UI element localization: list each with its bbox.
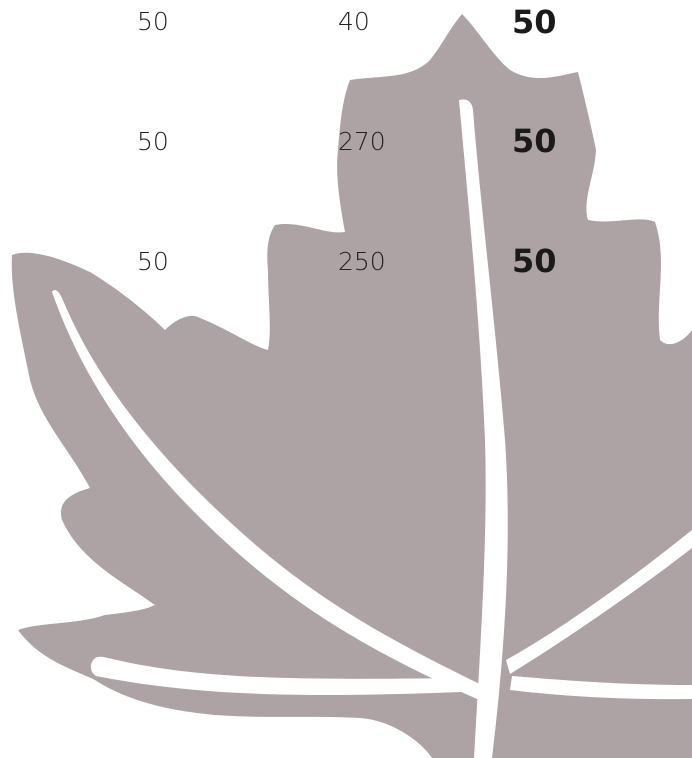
- right-lower-vein: [510, 676, 692, 700]
- leaf-shape: [11, 14, 692, 758]
- left-lower-vein: [90, 656, 463, 695]
- row3-col3-value: 50: [512, 242, 557, 280]
- main-vein: [459, 99, 508, 758]
- row1-col3-value: 50: [512, 3, 557, 41]
- row2-col2-value: 270: [338, 127, 386, 156]
- row1-col1-value: 50: [137, 7, 169, 36]
- row2-col1-value: 50: [137, 127, 169, 156]
- right-upper-vein: [506, 530, 692, 674]
- row3-col1-value: 50: [137, 247, 169, 276]
- row1-col2-value: 40: [338, 7, 370, 36]
- row3-col2-value: 250: [338, 247, 386, 276]
- row2-col3-value: 50: [512, 122, 557, 160]
